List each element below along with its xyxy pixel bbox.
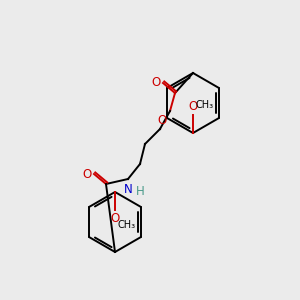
Text: O: O bbox=[83, 167, 92, 181]
Text: CH₃: CH₃ bbox=[196, 100, 214, 110]
Text: O: O bbox=[152, 76, 161, 89]
Text: CH₃: CH₃ bbox=[118, 220, 136, 230]
Text: O: O bbox=[188, 100, 198, 113]
Text: O: O bbox=[110, 212, 120, 225]
Text: H: H bbox=[136, 185, 145, 198]
Text: O: O bbox=[158, 114, 167, 127]
Text: N: N bbox=[124, 183, 132, 196]
